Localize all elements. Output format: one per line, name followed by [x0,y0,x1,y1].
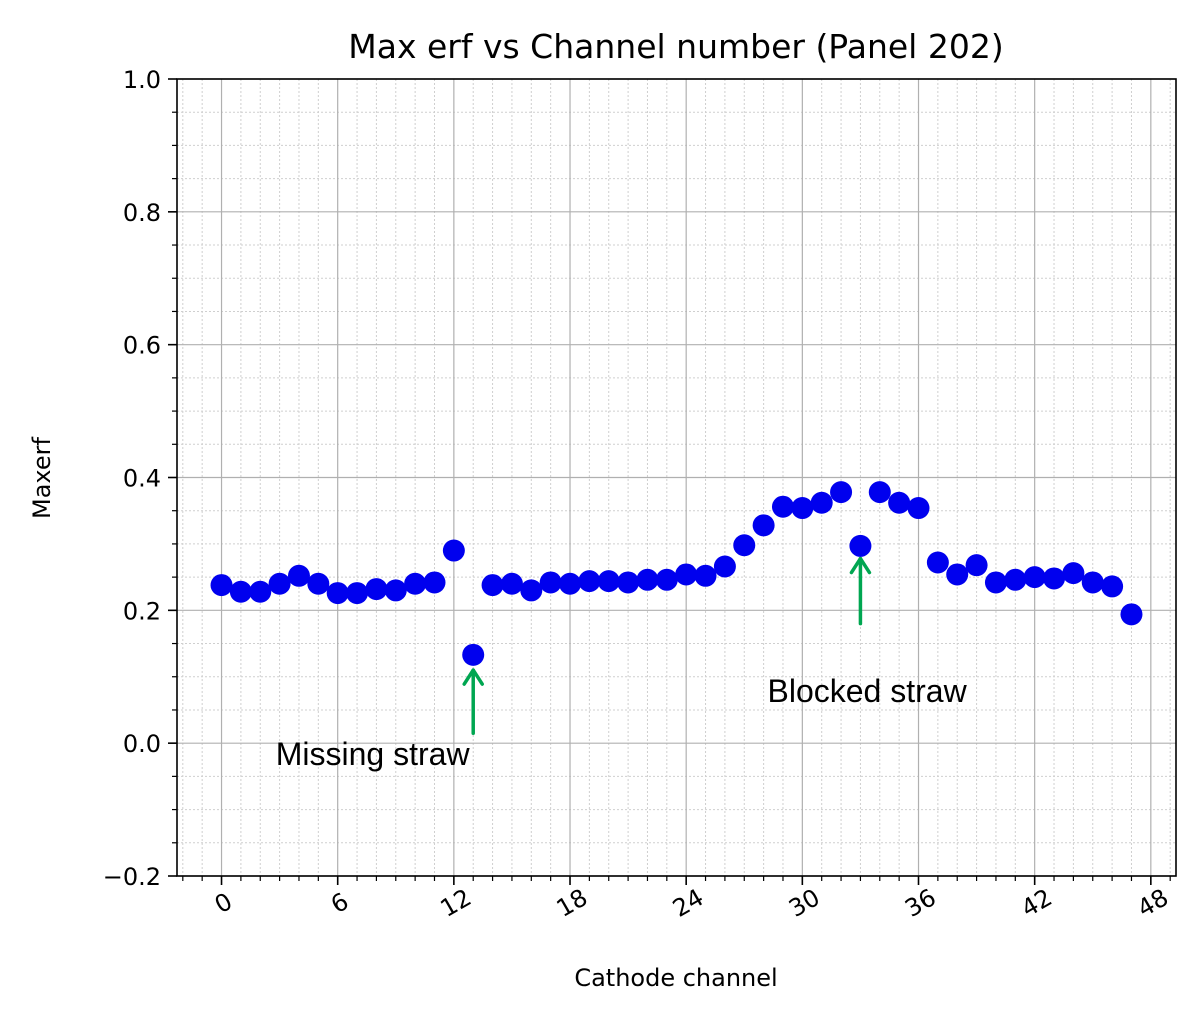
data-point [326,582,349,605]
chart-title: Max erf vs Channel number (Panel 202) [348,27,1003,66]
data-point [1004,568,1027,591]
data-point [307,572,330,595]
data-point [462,643,485,666]
data-point [733,534,756,557]
data-points [210,481,1143,666]
annotation-label: Missing straw [276,736,471,772]
annotations: Missing straw Blocked straw [276,556,968,772]
data-point [404,572,427,595]
data-point [578,570,601,593]
data-point [888,491,911,514]
data-point [1081,571,1104,594]
annotation-arrow-head [462,668,484,686]
data-point [442,539,465,562]
data-point [365,578,388,601]
data-point [268,572,291,595]
y-tick-label: 1.0 [123,66,161,94]
y-tick-label: 0.8 [123,199,161,227]
data-point [791,497,814,520]
data-point [559,572,582,595]
y-tick-label: −0.2 [103,863,161,891]
y-tick-label: 0.2 [123,597,161,625]
data-point [384,579,407,602]
data-point [752,514,775,537]
data-point [965,554,988,577]
data-point [946,563,969,586]
data-point [694,564,717,587]
data-point [229,580,252,603]
data-point [926,551,949,574]
data-point [597,570,620,593]
data-point [849,534,872,557]
y-tick-label: 0.0 [123,730,161,758]
data-point [1023,566,1046,589]
data-point [481,574,504,597]
data-point [539,571,562,594]
x-axis-label: Cathode channel [574,964,777,992]
y-axis-label: Maxerf [28,436,56,519]
data-point [675,563,698,586]
data-point [210,574,233,597]
data-point [810,491,833,514]
data-point [287,564,310,587]
data-point [249,580,272,603]
data-point [1101,575,1124,598]
data-point [713,555,736,578]
data-point [500,572,523,595]
data-point [984,571,1007,594]
data-point [830,481,853,504]
data-point [1120,603,1143,626]
data-point [636,568,659,591]
data-point [617,571,640,594]
y-tick-label: 0.6 [123,332,161,360]
annotation-arrow-head [849,556,872,575]
data-point [771,495,794,518]
data-point [655,568,678,591]
data-point [868,481,891,504]
data-point [423,571,446,594]
data-point [520,579,543,602]
data-point [1043,567,1066,590]
data-point [1062,562,1085,585]
data-point [907,497,930,520]
annotation-label: Blocked straw [767,673,967,709]
data-point [346,582,369,605]
plot-frame [176,78,1177,877]
y-tick-label: 0.4 [123,465,161,493]
